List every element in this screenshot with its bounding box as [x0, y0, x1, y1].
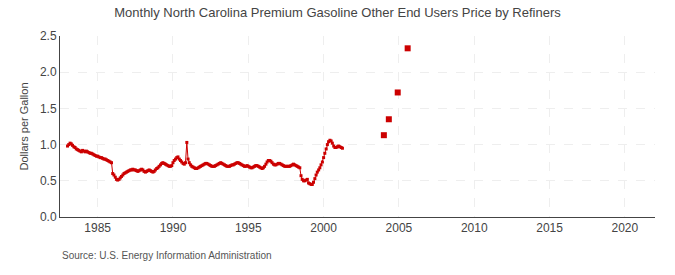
svg-text:2.0: 2.0: [40, 65, 57, 79]
svg-text:1985: 1985: [84, 221, 111, 235]
svg-text:2000: 2000: [310, 221, 337, 235]
svg-text:0.5: 0.5: [40, 174, 57, 188]
svg-text:2005: 2005: [386, 221, 413, 235]
svg-text:2.5: 2.5: [40, 29, 57, 43]
svg-text:Source: U.S. Energy Informatio: Source: U.S. Energy Information Administ…: [62, 250, 272, 261]
svg-text:2020: 2020: [612, 221, 639, 235]
svg-text:2010: 2010: [461, 221, 488, 235]
svg-text:0.0: 0.0: [40, 210, 57, 224]
svg-text:2015: 2015: [536, 221, 563, 235]
svg-text:Monthly North Carolina Premium: Monthly North Carolina Premium Gasoline …: [114, 5, 561, 20]
svg-text:1995: 1995: [235, 221, 262, 235]
svg-text:1.0: 1.0: [40, 138, 57, 152]
svg-text:1.5: 1.5: [40, 102, 57, 116]
svg-text:Dollars per Gallon: Dollars per Gallon: [18, 82, 30, 170]
svg-text:1990: 1990: [160, 221, 187, 235]
